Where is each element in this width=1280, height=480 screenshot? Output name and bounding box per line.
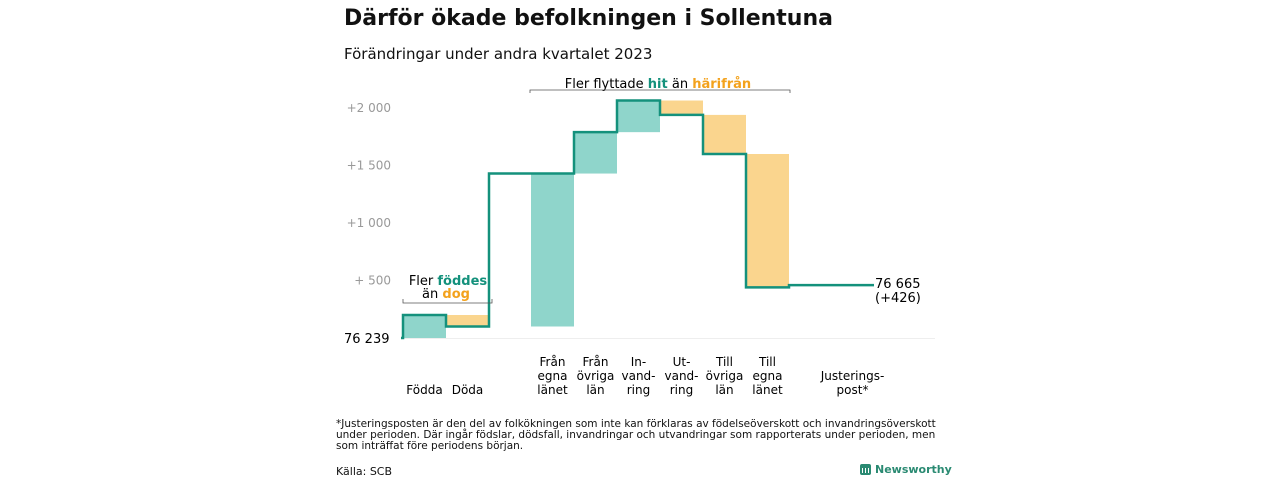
bars-layer: [403, 100, 789, 338]
births-bracket: [402, 299, 493, 304]
category-label: ring: [670, 383, 694, 397]
waterfall-bar: [403, 315, 446, 338]
deaths-prefix: än: [422, 287, 442, 302]
category-labels-layer: Födda DödaFrånegnalänetFrånövrigalänIn-va…: [406, 355, 884, 397]
births-annotation-line1: Fler föddes: [409, 274, 488, 289]
category-label: Justerings-: [820, 369, 885, 383]
migration-word-in: hit: [648, 77, 668, 92]
end-value-label: 76 665: [875, 277, 921, 292]
waterfall-bar: [617, 100, 660, 133]
start-value-label: 76 239: [344, 332, 390, 347]
waterfall-bar: [746, 154, 789, 288]
category-label: länet: [537, 383, 568, 397]
category-label: övriga: [706, 369, 744, 383]
y-tick-label: +2 000: [347, 101, 391, 115]
category-label: Till: [758, 355, 776, 369]
migration-annotation: Fler flyttade hit än härifrån: [565, 77, 751, 92]
category-label: post*: [837, 383, 869, 397]
waterfall-bar: [574, 132, 617, 174]
births-annotation-line2: än dog: [422, 287, 470, 302]
category-label: egna: [753, 369, 783, 383]
category-label: Från: [540, 355, 566, 369]
category-label: län: [715, 383, 733, 397]
category-label: övriga: [577, 369, 615, 383]
deaths-word: dog: [442, 287, 470, 302]
chart-subtitle: Förändringar under andra kvartalet 2023: [344, 45, 653, 63]
births-word: föddes: [437, 274, 487, 289]
migration-middle: än: [668, 77, 692, 92]
category-label: Ut-: [673, 355, 691, 369]
migration-word-out: härifrån: [692, 77, 751, 92]
category-label: vand-: [621, 369, 655, 383]
waterfall-bar: [660, 100, 703, 115]
category-label: Till: [715, 355, 733, 369]
migration-bracket: [529, 89, 791, 93]
footnote: *Justeringsposten är den del av folkökni…: [336, 418, 936, 452]
category-label: Döda: [452, 383, 484, 397]
category-label: Från: [583, 355, 609, 369]
chart-title: Därför ökade befolkningen i Sollentuna: [344, 6, 833, 31]
newsworthy-icon: [860, 464, 871, 475]
category-label: In-: [631, 355, 646, 369]
waterfall-bar: [446, 315, 489, 327]
brand-name: Newsworthy: [875, 463, 952, 476]
births-prefix: Fler: [409, 274, 438, 289]
source-label: Källa: SCB: [336, 465, 393, 478]
waterfall-bar: [531, 173, 574, 327]
category-label: Födda: [406, 383, 442, 397]
waterfall-bar: [703, 114, 746, 154]
category-label: vand-: [664, 369, 698, 383]
cumulative-line: [401, 99, 874, 340]
migration-prefix: Fler flyttade: [565, 77, 648, 92]
category-label: egna: [538, 369, 568, 383]
y-tick-label: +1 000: [347, 216, 391, 230]
y-ticks-layer: + 500 +1 000 +1 500 +2 000: [347, 101, 935, 339]
y-tick-label: + 500: [354, 274, 391, 288]
category-label: län: [586, 383, 604, 397]
category-label: ring: [627, 383, 651, 397]
y-tick-label: +1 500: [347, 159, 391, 173]
brand-logo: Newsworthy: [860, 463, 952, 476]
category-label: länet: [752, 383, 783, 397]
end-change-label: (+426): [875, 291, 921, 306]
